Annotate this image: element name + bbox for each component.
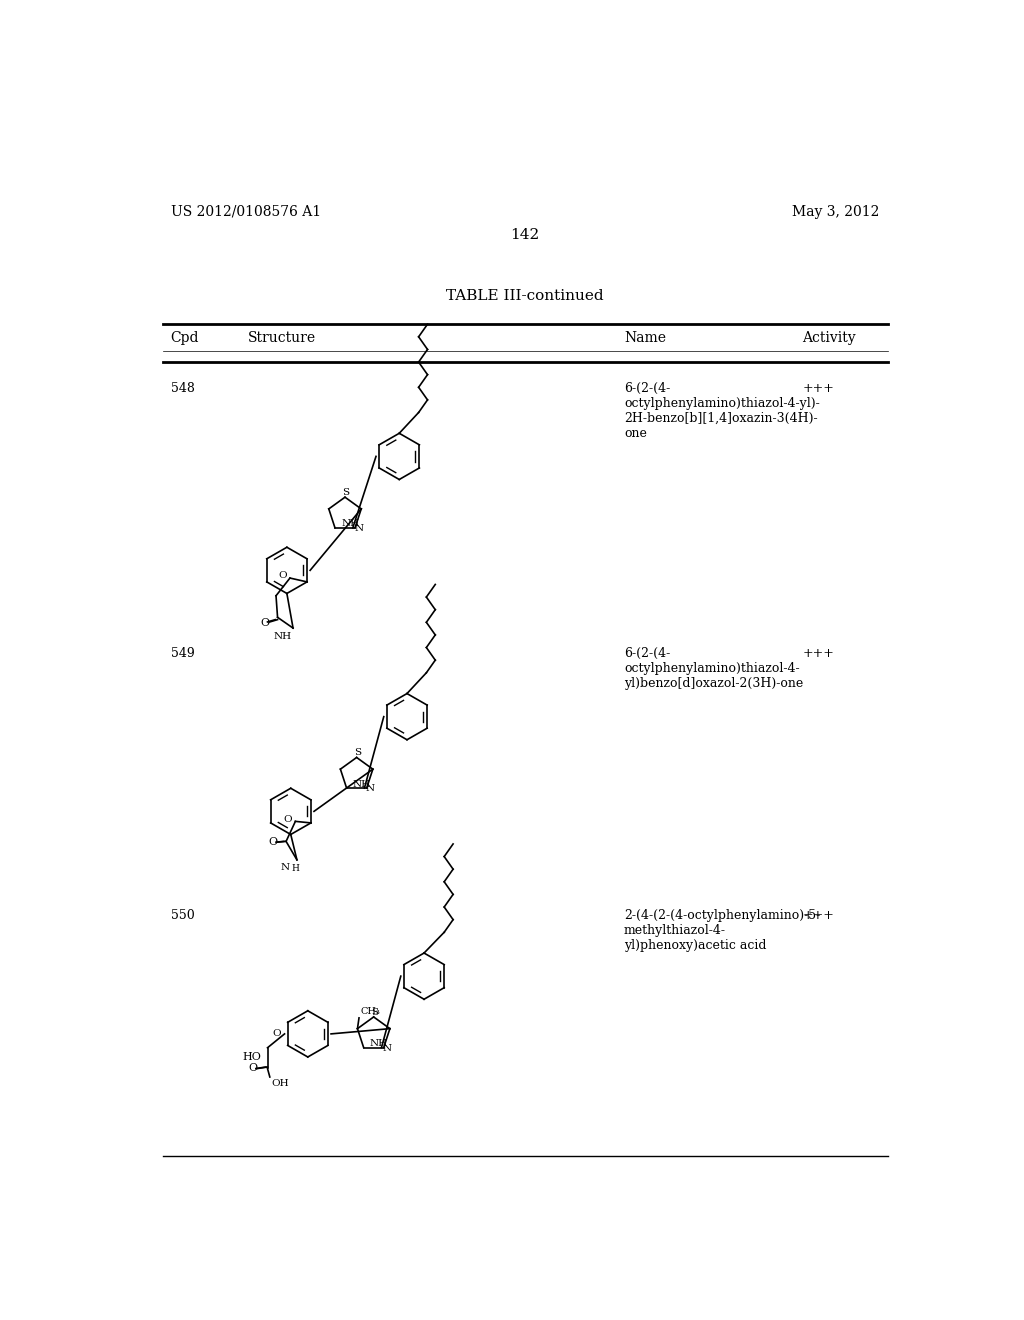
Text: Activity: Activity — [802, 331, 856, 345]
Text: Structure: Structure — [248, 331, 316, 345]
Text: N: N — [281, 863, 290, 873]
Text: 6-(2-(4-
octylphenylamino)thiazol-4-yl)-
2H-benzo[b][1,4]oxazin-3(4H)-
one: 6-(2-(4- octylphenylamino)thiazol-4-yl)-… — [624, 381, 820, 440]
Text: N: N — [383, 1044, 392, 1053]
Text: 6-(2-(4-
octylphenylamino)thiazol-4-
yl)benzo[d]oxazol-2(3H)-one: 6-(2-(4- octylphenylamino)thiazol-4- yl)… — [624, 647, 803, 690]
Text: H: H — [292, 865, 299, 874]
Text: S: S — [371, 1008, 378, 1016]
Text: 549: 549 — [171, 647, 195, 660]
Text: HO: HO — [242, 1052, 261, 1063]
Text: CH₃: CH₃ — [360, 1007, 381, 1015]
Text: +++: +++ — [802, 381, 835, 395]
Text: TABLE III-continued: TABLE III-continued — [446, 289, 603, 304]
Text: S: S — [342, 488, 349, 498]
Text: O: O — [279, 572, 287, 581]
Text: +++: +++ — [802, 647, 835, 660]
Text: N: N — [366, 784, 375, 793]
Text: NH: NH — [370, 1039, 388, 1048]
Text: Cpd: Cpd — [171, 331, 199, 345]
Text: May 3, 2012: May 3, 2012 — [792, 205, 879, 219]
Text: 548: 548 — [171, 381, 195, 395]
Text: O: O — [260, 618, 269, 628]
Text: O: O — [248, 1063, 257, 1073]
Text: O: O — [268, 837, 278, 847]
Text: S: S — [354, 748, 361, 758]
Text: OH: OH — [271, 1078, 289, 1088]
Text: NH: NH — [353, 780, 371, 789]
Text: 2-(4-(2-(4-octylphenylamino)-5-
methylthiazol-4-
yl)phenoxy)acetic acid: 2-(4-(2-(4-octylphenylamino)-5- methylth… — [624, 909, 820, 952]
Text: US 2012/0108576 A1: US 2012/0108576 A1 — [171, 205, 321, 219]
Text: NH: NH — [273, 632, 292, 642]
Text: N: N — [354, 524, 364, 533]
Text: NH: NH — [341, 520, 359, 528]
Text: 550: 550 — [171, 909, 195, 923]
Text: Name: Name — [624, 331, 666, 345]
Text: O: O — [284, 816, 292, 824]
Text: O: O — [272, 1028, 282, 1038]
Text: 142: 142 — [510, 227, 540, 242]
Text: +++: +++ — [802, 909, 835, 923]
